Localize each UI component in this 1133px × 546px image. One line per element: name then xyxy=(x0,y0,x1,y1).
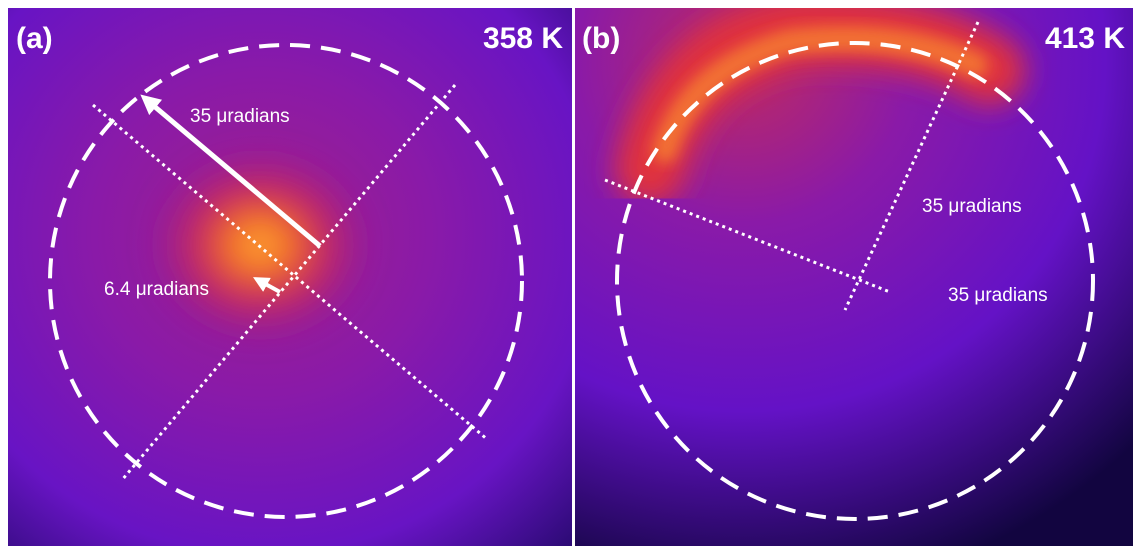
annotation: 6.4 μradians xyxy=(104,279,209,300)
temperature: 358 K xyxy=(483,22,563,55)
annotation: 35 μradians xyxy=(190,106,290,127)
temperature: 413 K xyxy=(1045,22,1125,55)
panel-a: (a) 358 K 35 μradians 6.4 μradians xyxy=(8,8,572,546)
panel-label: (b) xyxy=(582,22,620,55)
page: (a) 358 K 35 μradians 6.4 μradians (b) 4… xyxy=(0,0,1133,546)
annotation: 35 μradians xyxy=(948,285,1048,306)
figure: (a) 358 K 35 μradians 6.4 μradians (b) 4… xyxy=(0,0,1133,546)
annotation: 35 μradians xyxy=(922,196,1022,217)
panel-b: (b) 413 K 35 μradians 35 μradians xyxy=(575,8,1133,546)
panel-label: (a) xyxy=(16,22,53,55)
